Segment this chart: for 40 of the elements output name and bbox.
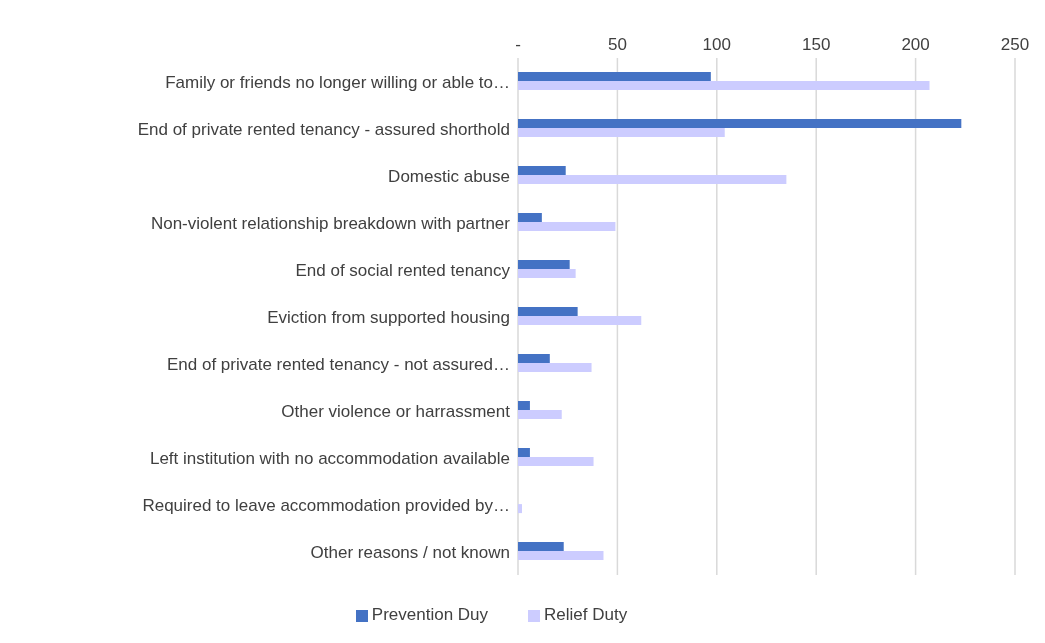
bar <box>518 72 711 82</box>
y-tick-label: Other violence or harrassment <box>281 401 511 421</box>
y-tick-label: Left institution with no accommodation available <box>149 448 510 468</box>
bar <box>518 401 530 411</box>
x-tick-label: 250 <box>1000 35 1030 54</box>
bar <box>518 448 530 458</box>
bar <box>518 128 725 138</box>
bar <box>518 363 592 373</box>
y-tick-label: Eviction from supported housing <box>267 307 510 327</box>
bar <box>518 175 787 185</box>
bar <box>518 542 564 552</box>
bar <box>518 166 566 176</box>
bar <box>518 551 604 561</box>
bar <box>518 307 578 317</box>
y-tick-label: Family or friends no longer willing or able to… <box>165 72 510 92</box>
y-tick-label: End of private rented tenancy - assured shorthold <box>137 119 510 139</box>
x-tick-label: - <box>515 35 521 54</box>
y-tick-label: Other reasons / not known <box>310 542 510 562</box>
x-tick-label: 200 <box>901 35 930 54</box>
y-tick-label: End of social rented tenancy <box>295 260 511 280</box>
bar <box>518 213 542 223</box>
bar <box>518 354 550 364</box>
y-tick-label: Required to leave accommodation provided by… <box>142 495 510 515</box>
x-tick-label: 50 <box>607 35 627 54</box>
bar <box>518 269 576 279</box>
bar <box>518 81 930 91</box>
bar <box>518 119 962 129</box>
bar <box>518 316 642 326</box>
y-tick-label: Non-violent relationship breakdown with partner <box>150 213 511 233</box>
bar <box>518 410 562 420</box>
y-tick-label: End of private rented tenancy - not assured… <box>166 354 510 374</box>
bar <box>518 222 616 232</box>
bar <box>518 457 594 467</box>
x-tick-label: 150 <box>802 35 831 54</box>
y-tick-label: Domestic abuse <box>388 166 510 186</box>
legend-label: Relief Duty <box>544 605 628 624</box>
x-tick-label: 100 <box>702 35 731 54</box>
bar <box>518 260 570 270</box>
bar <box>518 504 522 514</box>
legend-label: Prevention Duy <box>371 605 489 624</box>
